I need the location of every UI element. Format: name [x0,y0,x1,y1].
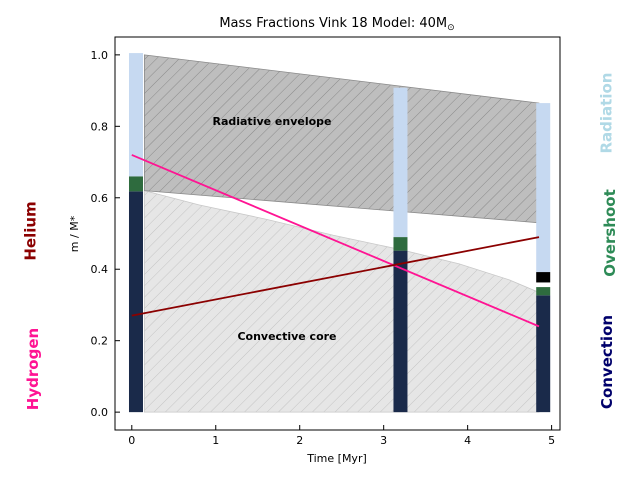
y-axis-label: m / M* [68,215,81,252]
plot-frame [114,36,561,431]
overshoot-bar-1 [393,237,408,251]
radiation-bar-2 [536,103,551,273]
overshoot-side-label: Overshoot [600,189,619,277]
y-tick-label-0.4: 0.4 [91,263,109,276]
annotation-core: Convective core [237,330,336,343]
convection-bar-0 [128,191,143,413]
annotation-envelope: Radiative envelope [212,115,331,128]
y-tick-label-0.8: 0.8 [91,120,109,133]
radiative-envelope-region [143,54,540,224]
helium-line [131,236,540,317]
radiation-bar-0 [128,53,143,177]
radiation-bar-1 [393,87,408,238]
sun-symbol: ⊙ [447,23,455,33]
x-tick-label-2: 2 [296,434,303,447]
x-axis-label: Time [Myr] [306,452,367,465]
hydrogen-line [131,154,540,328]
convection-side-label: Convection [598,314,617,410]
x-tick-label-0: 0 [128,434,135,447]
y-tick-label-0.2: 0.2 [91,335,109,348]
plot-area [128,53,551,413]
hydrogen-side-label: Hydrogen [24,327,43,411]
x-tick-label-1: 1 [212,434,219,447]
chart-title: Mass Fractions Vink 18 Model: 40M⊙ [219,16,454,33]
y-tick-label-0.6: 0.6 [91,192,109,205]
x-tick-label-5: 5 [548,434,555,447]
y-tick-label-1.0: 1.0 [91,49,109,62]
x-tick-label-3: 3 [380,434,387,447]
helium-side-label: Helium [21,201,40,261]
axes: 0 1 2 3 4 5 0.0 0.2 0.4 0.6 0.8 1.0 [91,49,556,447]
extra-bar-2 [536,272,551,283]
overshoot-bar-0 [128,176,143,192]
x-tick-label-4: 4 [464,434,471,447]
radiation-side-label: Radiation [597,72,616,154]
convection-bar-2 [536,295,551,413]
overshoot-bar-2 [536,287,551,296]
convection-bar-1 [393,250,408,413]
y-tick-label-0.0: 0.0 [91,406,109,419]
